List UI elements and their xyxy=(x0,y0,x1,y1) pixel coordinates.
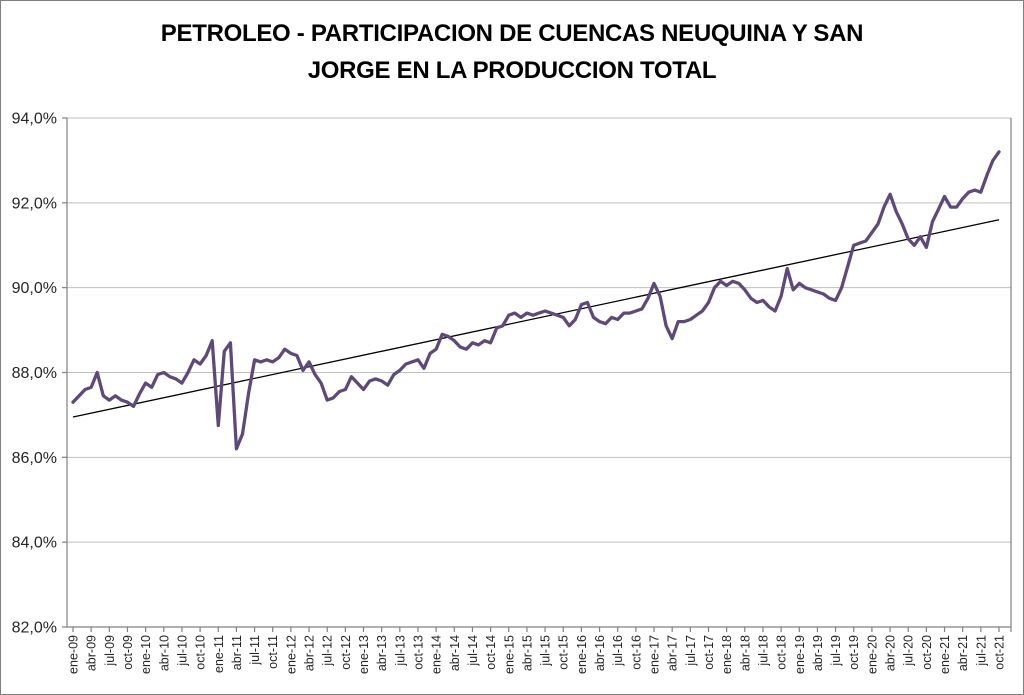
svg-text:oct-11: oct-11 xyxy=(266,635,280,669)
svg-text:oct-21: oct-21 xyxy=(993,635,1007,670)
svg-text:oct-18: oct-18 xyxy=(775,635,789,670)
chart-title-line-1: PETROLEO - PARTICIPACION DE CUENCAS NEUQ… xyxy=(160,20,864,47)
svg-text:ene-14: ene-14 xyxy=(430,635,444,674)
svg-text:86,0%: 86,0% xyxy=(12,450,57,467)
svg-text:abr-16: abr-16 xyxy=(593,635,607,671)
svg-text:abr-09: abr-09 xyxy=(85,635,99,671)
svg-text:ene-17: ene-17 xyxy=(648,635,662,674)
svg-text:92,0%: 92,0% xyxy=(12,195,57,212)
svg-text:ene-11: ene-11 xyxy=(212,635,226,673)
svg-text:jul-10: jul-10 xyxy=(175,635,189,667)
svg-text:84,0%: 84,0% xyxy=(12,535,57,552)
svg-text:oct-14: oct-14 xyxy=(484,635,498,670)
svg-text:oct-10: oct-10 xyxy=(194,635,208,670)
svg-text:jul-21: jul-21 xyxy=(974,635,988,667)
svg-text:jul-20: jul-20 xyxy=(902,635,916,667)
svg-text:abr-20: abr-20 xyxy=(884,635,898,671)
svg-text:ene-10: ene-10 xyxy=(139,635,153,674)
svg-text:abr-21: abr-21 xyxy=(956,635,970,671)
svg-text:82,0%: 82,0% xyxy=(12,620,57,637)
svg-text:oct-09: oct-09 xyxy=(121,635,135,670)
svg-text:ene-19: ene-19 xyxy=(793,635,807,674)
svg-text:jul-17: jul-17 xyxy=(684,635,698,667)
svg-text:90,0%: 90,0% xyxy=(12,280,57,297)
svg-text:abr-14: abr-14 xyxy=(448,635,462,671)
axis-ticks xyxy=(62,117,1012,632)
x-axis-tick-labels: ene-09 abr-09 jul-09 oct-09 ene-10 abr-10 jul-… xyxy=(67,635,1007,674)
y-axis-tick-labels: 82,0% 84,0% 86,0% 88,0% 90,0% 92,0% 94,0% xyxy=(12,111,57,637)
svg-text:ene-09: ene-09 xyxy=(67,635,81,674)
svg-text:oct-12: oct-12 xyxy=(339,635,353,670)
svg-text:jul-15: jul-15 xyxy=(539,635,553,667)
data-series-line xyxy=(71,150,1001,451)
svg-text:jul-09: jul-09 xyxy=(103,635,117,667)
svg-text:abr-11: abr-11 xyxy=(230,635,244,670)
svg-text:88,0%: 88,0% xyxy=(12,365,57,382)
svg-text:ene-16: ene-16 xyxy=(575,635,589,674)
svg-text:jul-11: jul-11 xyxy=(248,635,262,666)
svg-text:oct-16: oct-16 xyxy=(629,635,643,670)
chart-title: PETROLEO - PARTICIPACION DE CUENCAS NEUQ… xyxy=(1,15,1023,89)
svg-text:oct-13: oct-13 xyxy=(411,635,425,670)
trend-line xyxy=(72,219,1000,418)
svg-text:jul-18: jul-18 xyxy=(756,635,770,667)
svg-text:ene-12: ene-12 xyxy=(284,635,298,674)
svg-text:oct-17: oct-17 xyxy=(702,635,716,670)
svg-text:ene-21: ene-21 xyxy=(938,635,952,674)
svg-text:ene-20: ene-20 xyxy=(865,635,879,674)
svg-text:abr-17: abr-17 xyxy=(666,635,680,671)
svg-text:jul-12: jul-12 xyxy=(321,635,335,667)
y-gridlines xyxy=(67,117,1011,543)
svg-text:ene-13: ene-13 xyxy=(357,635,371,674)
svg-text:abr-12: abr-12 xyxy=(303,635,317,671)
svg-text:jul-19: jul-19 xyxy=(829,635,843,667)
svg-text:abr-18: abr-18 xyxy=(738,635,752,671)
svg-text:abr-10: abr-10 xyxy=(157,635,171,671)
svg-text:abr-19: abr-19 xyxy=(811,635,825,671)
svg-text:ene-18: ene-18 xyxy=(720,635,734,674)
svg-text:94,0%: 94,0% xyxy=(12,111,57,128)
svg-text:jul-14: jul-14 xyxy=(466,635,480,667)
svg-text:oct-15: oct-15 xyxy=(557,635,571,670)
svg-text:abr-13: abr-13 xyxy=(375,635,389,671)
svg-text:oct-19: oct-19 xyxy=(847,635,861,670)
svg-text:abr-15: abr-15 xyxy=(520,635,534,671)
svg-text:ene-15: ene-15 xyxy=(502,635,516,674)
svg-text:oct-20: oct-20 xyxy=(920,635,934,670)
svg-text:jul-13: jul-13 xyxy=(393,635,407,667)
chart-title-line-2: JORGE EN LA PRODUCCION TOTAL xyxy=(307,57,717,84)
svg-text:jul-16: jul-16 xyxy=(611,635,625,667)
